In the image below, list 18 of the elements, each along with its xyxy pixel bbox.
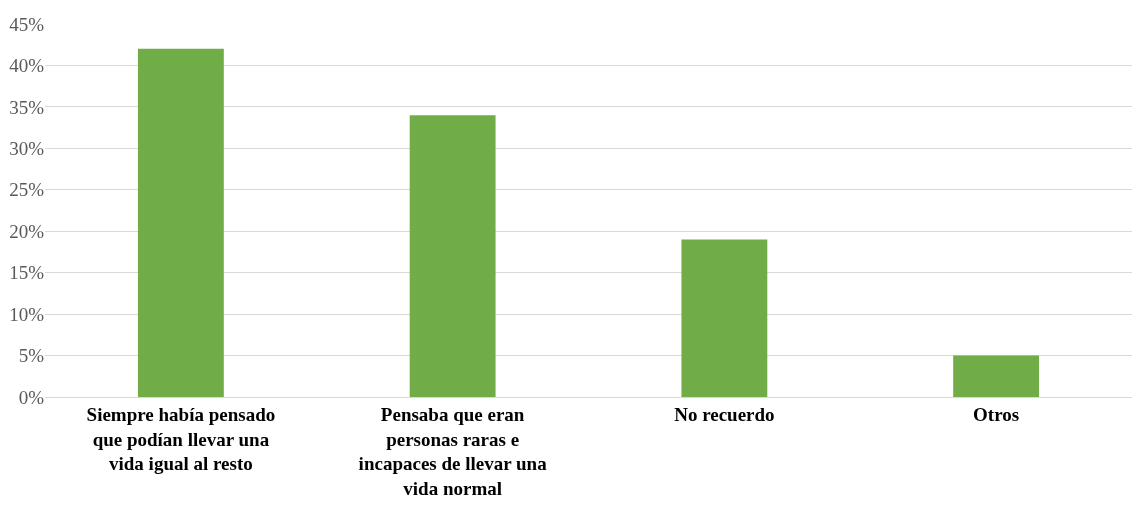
y-tick-label: 15% xyxy=(9,262,45,284)
x-tick-label: Otros xyxy=(973,403,1020,425)
y-tick-label: 40% xyxy=(9,55,45,77)
y-tick-label: 0% xyxy=(18,386,45,408)
y-tick-label: 30% xyxy=(9,137,45,159)
y-tick-label: 35% xyxy=(9,96,45,118)
y-tick-label: 5% xyxy=(18,345,45,367)
y-tick-label: 20% xyxy=(9,220,45,242)
bar xyxy=(409,115,496,397)
x-tick-label: Siempre había pensado que podían llevar una vida igual al resto xyxy=(86,403,276,475)
y-tick-label: 10% xyxy=(9,303,45,325)
bar xyxy=(137,48,224,397)
x-tick-label: No recuerdo xyxy=(674,403,775,425)
y-tick-label: 25% xyxy=(9,179,45,201)
x-tick-label: Pensaba que eran personas raras e incapaces de llevar una vida normal xyxy=(358,403,548,499)
y-tick-label: 45% xyxy=(9,13,45,35)
bar xyxy=(681,239,768,397)
bar xyxy=(953,355,1040,397)
